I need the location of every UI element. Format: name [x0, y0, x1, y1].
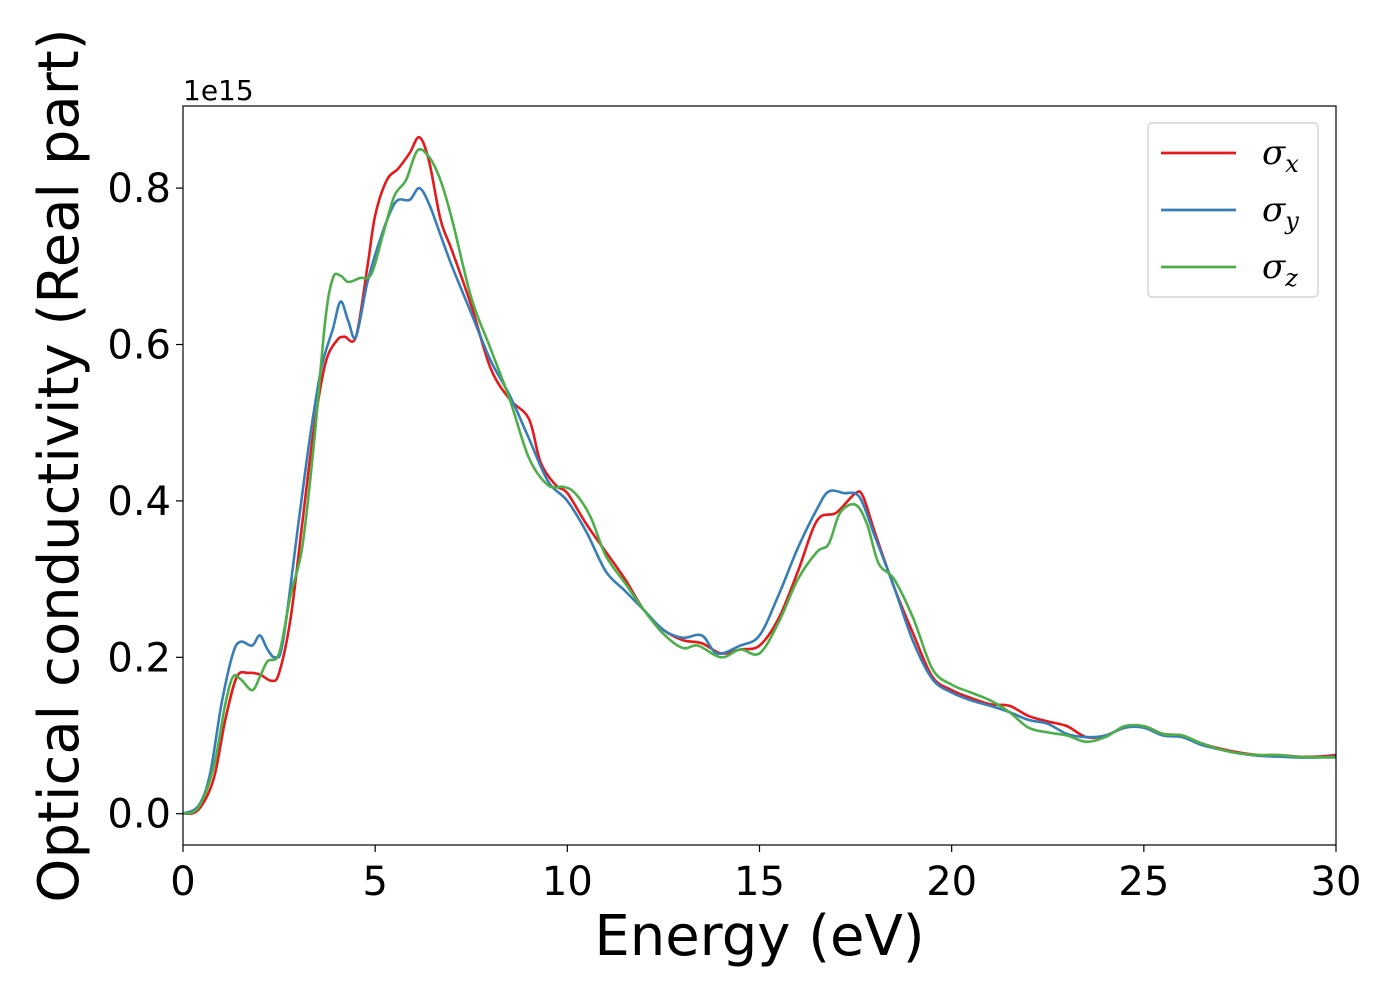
y-tick-label: 0.2: [107, 635, 171, 681]
x-tick-label: 5: [362, 859, 387, 905]
plot-area: [182, 135, 1337, 816]
x-tick-label: 10: [542, 859, 593, 905]
x-tick-label: 30: [1311, 859, 1362, 905]
y-tick-label: 0.0: [107, 792, 171, 838]
legend: σx σy σz: [1147, 122, 1319, 298]
y-axis-label: Optical conductivity (Real part): [27, 28, 92, 902]
legend-label-y: σy: [1262, 190, 1299, 235]
y-offset-text: 1e15: [183, 74, 254, 107]
y-tick-label: 0.4: [107, 479, 171, 525]
x-tick-label: 15: [734, 859, 785, 905]
series-line-z: [182, 147, 1337, 815]
x-tick-label: 20: [926, 859, 977, 905]
y-tick-label: 0.8: [107, 166, 171, 212]
x-tick-label: 25: [1118, 859, 1169, 905]
x-tick-label: 0: [170, 859, 195, 905]
x-axis-ticks: 0 5 10 15 20 25 30: [170, 845, 1361, 905]
legend-label-z: σz: [1262, 247, 1298, 292]
y-axis-ticks: 0.0 0.2 0.4 0.6 0.8: [107, 166, 183, 838]
y-tick-label: 0.6: [107, 323, 171, 369]
legend-label-x: σx: [1262, 133, 1299, 178]
x-axis-label: Energy (eV): [594, 904, 924, 969]
